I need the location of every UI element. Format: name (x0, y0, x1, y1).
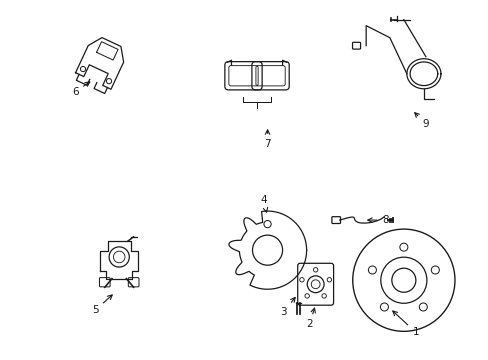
Text: 7: 7 (264, 130, 270, 149)
Text: 4: 4 (260, 195, 267, 212)
Text: 8: 8 (367, 215, 388, 225)
Text: 9: 9 (414, 113, 428, 129)
Text: 6: 6 (72, 82, 90, 97)
Text: 2: 2 (305, 308, 315, 329)
Text: 1: 1 (392, 311, 418, 337)
Text: 3: 3 (280, 297, 295, 317)
Text: 5: 5 (92, 295, 112, 315)
